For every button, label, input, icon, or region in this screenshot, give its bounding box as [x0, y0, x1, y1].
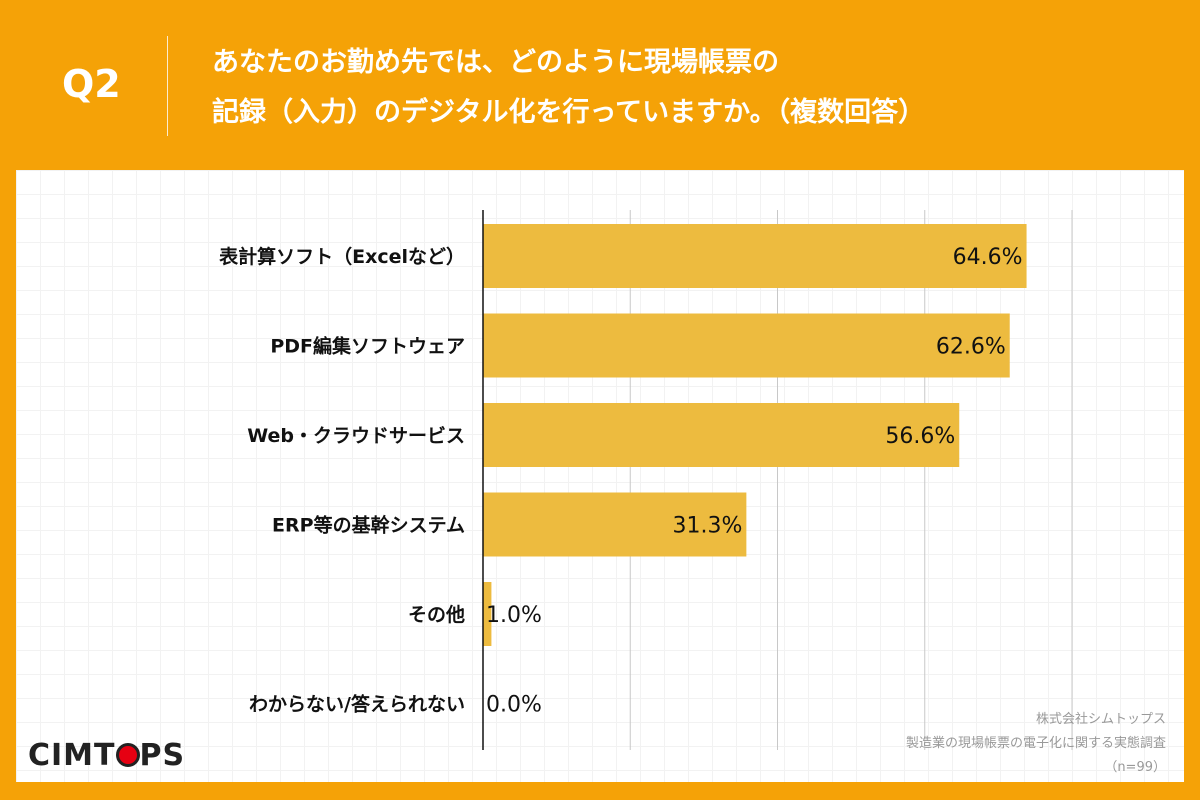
- title-line-2: 記録（入力）のデジタル化を行っていますか。（複数回答）: [212, 97, 926, 128]
- category-label: その他: [408, 603, 465, 626]
- category-label: わからない/答えられない: [249, 693, 465, 716]
- sample-size: （n=99）: [1104, 760, 1166, 775]
- cimtops-logo: CIMT PS: [28, 738, 186, 773]
- bar: [483, 582, 492, 646]
- category-label: ERP等の基幹システム: [272, 514, 465, 537]
- data-label: 62.6%: [936, 335, 1006, 360]
- data-label: 1.0%: [486, 603, 542, 628]
- question-number: Q2: [62, 62, 121, 106]
- source-survey: 製造業の現場帳票の電子化に関する実態調査: [905, 736, 1166, 751]
- category-label: 表計算ソフト（Excelなど）: [219, 245, 465, 268]
- bar: [483, 224, 1027, 288]
- data-label: 0.0%: [486, 693, 542, 718]
- data-label: 56.6%: [885, 424, 955, 449]
- data-label: 31.3%: [672, 514, 742, 539]
- source-note: 株式会社シムトップス 製造業の現場帳票の電子化に関する実態調査 （n=99）: [906, 708, 1166, 780]
- category-label: Web・クラウドサービス: [247, 425, 465, 447]
- data-label: 64.6%: [953, 245, 1023, 270]
- header-divider: [167, 36, 168, 136]
- bar: [483, 492, 747, 557]
- page-title: あなたのお勤め先では、どのように現場帳票の 記録（入力）のデジタル化を行っていま…: [212, 38, 925, 138]
- bar: [483, 403, 960, 467]
- bar: [483, 313, 1010, 378]
- logo-dot-icon: [115, 743, 140, 767]
- title-line-1: あなたのお勤め先では、どのように現場帳票の: [212, 47, 779, 78]
- category-label: PDF編集ソフトウェア: [270, 335, 465, 358]
- source-company: 株式会社シムトップス: [1035, 712, 1166, 727]
